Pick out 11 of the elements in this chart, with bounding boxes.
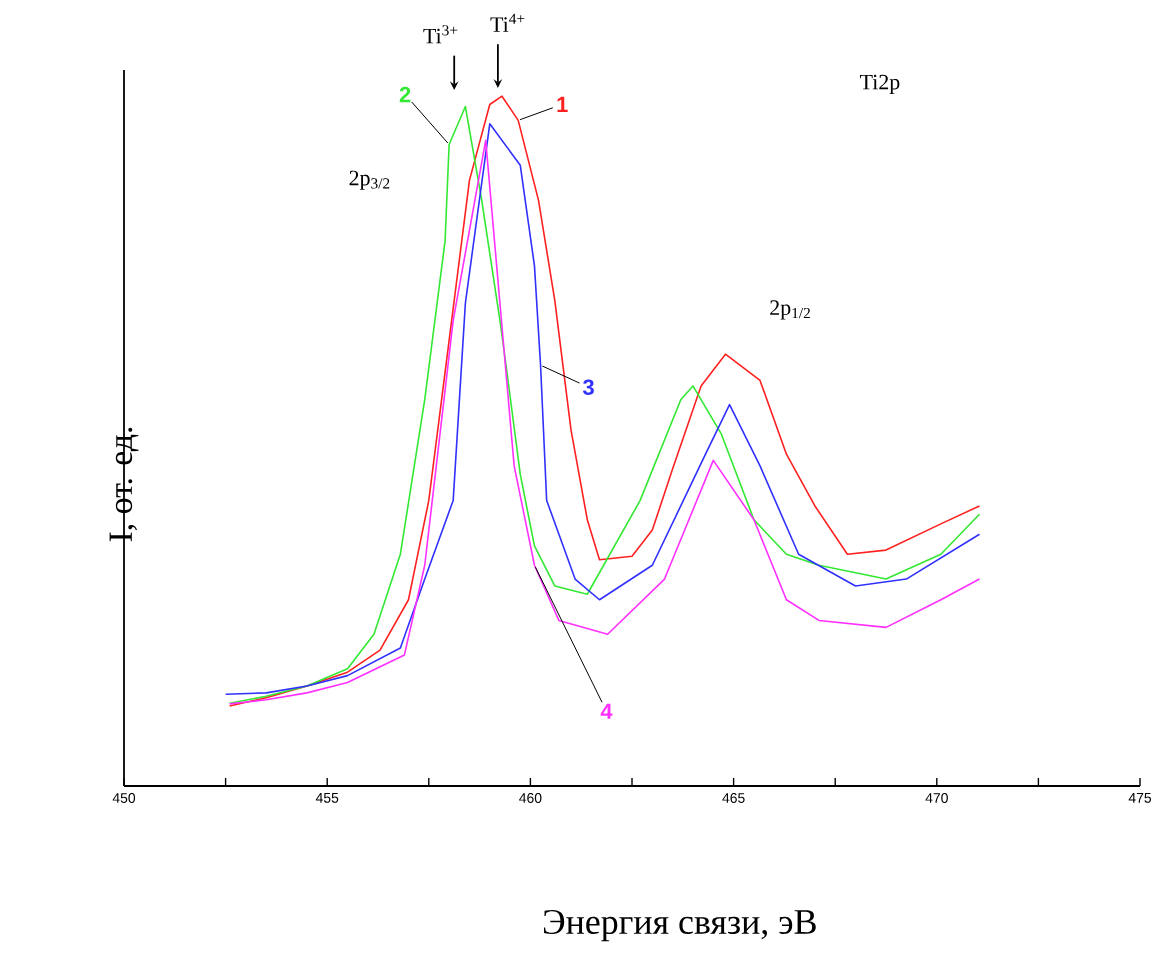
text: Ti2p: [860, 74, 900, 94]
annotation: 2p$_{1/2}$: [770, 300, 810, 320]
series-label: 3: [582, 379, 594, 395]
text: Ti$^{3+}$: [423, 25, 458, 44]
text: 2: [399, 86, 411, 103]
x-axis-title: Энергия связи, эВ: [543, 909, 816, 942]
annotation: 2p$_{3/2}$: [349, 170, 390, 190]
text: 4: [600, 703, 613, 719]
series-label: 1: [557, 96, 568, 112]
text: Ti$^{4+}$: [490, 13, 525, 32]
y-axis-title: I, от. ед.: [109, 427, 139, 542]
